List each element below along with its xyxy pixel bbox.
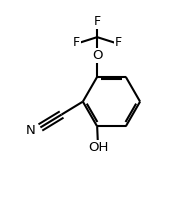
Text: O: O xyxy=(92,49,102,62)
Text: OH: OH xyxy=(88,141,108,154)
Text: N: N xyxy=(26,124,36,137)
Text: F: F xyxy=(73,36,80,49)
Text: F: F xyxy=(115,36,122,49)
Text: F: F xyxy=(94,15,101,28)
